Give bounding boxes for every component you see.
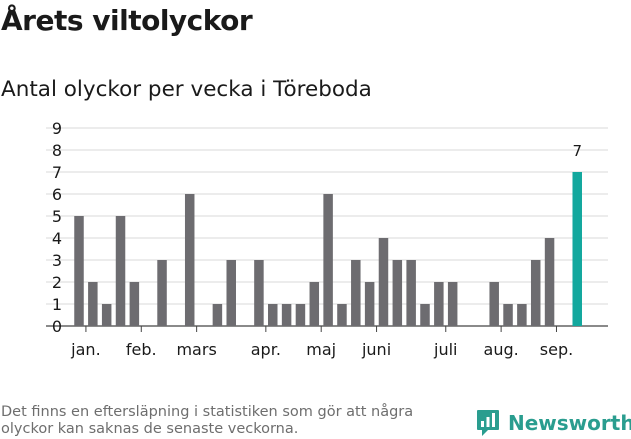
x-tick-label: aug. <box>484 340 519 359</box>
bar <box>530 260 541 326</box>
bars <box>74 172 582 326</box>
x-tick-label: apr. <box>251 340 281 359</box>
y-tick-label: 6 <box>52 185 62 204</box>
x-tick-label: mars <box>176 340 216 359</box>
bar <box>184 194 195 326</box>
y-tick-label: 7 <box>52 163 62 182</box>
bar <box>364 282 375 326</box>
x-tick-label: feb. <box>126 340 157 359</box>
bar <box>268 304 278 326</box>
bar <box>101 304 112 326</box>
y-tick-label: 1 <box>52 295 62 314</box>
bar <box>74 216 84 326</box>
bar <box>544 238 555 326</box>
bar <box>503 304 513 326</box>
bar <box>406 260 416 326</box>
x-tick-label: juli <box>433 340 457 359</box>
bar <box>323 194 333 326</box>
chart-subtitle: Antal olyckor per vecka i Töreboda <box>1 77 372 102</box>
y-tick-label: 0 <box>52 317 62 336</box>
bar <box>447 282 458 326</box>
y-tick-label: 9 <box>52 119 62 138</box>
bar <box>392 260 403 326</box>
bar <box>309 282 320 326</box>
bar <box>115 216 126 326</box>
bar-highlight <box>572 172 582 326</box>
bar <box>157 260 167 326</box>
x-axis-ticks: jan. feb. mars apr. maj juni juli aug. sep. <box>70 326 573 359</box>
brand-name: Newsworthy <box>508 411 631 435</box>
bar <box>378 238 389 326</box>
bar <box>88 282 98 326</box>
bar <box>129 282 140 326</box>
y-tick-label: 4 <box>52 229 62 248</box>
y-tick-label: 8 <box>52 141 62 160</box>
chart-title: Årets viltolyckor <box>1 4 253 37</box>
bar <box>281 304 292 326</box>
x-tick-label: maj <box>306 340 336 359</box>
y-tick-label: 5 <box>52 207 62 226</box>
y-axis-ticks: 0 1 2 3 4 5 6 7 8 9 <box>52 119 62 336</box>
bar <box>517 304 527 326</box>
bar <box>226 260 236 326</box>
bar <box>212 304 223 326</box>
y-tick-label: 3 <box>52 251 62 270</box>
bar-chart: 0 1 2 3 4 5 6 7 8 9 jan. feb. mars apr. maj juni juli au… <box>46 119 608 359</box>
bar <box>489 282 499 326</box>
x-tick-label: sep. <box>540 340 573 359</box>
y-tick-label: 2 <box>52 273 62 292</box>
bar <box>254 260 264 326</box>
bar <box>337 304 347 326</box>
x-tick-label: juni <box>361 340 391 359</box>
newsworthy-logo: Newsworthy <box>476 408 631 438</box>
bar <box>420 304 430 326</box>
newsworthy-icon <box>477 410 499 436</box>
bar <box>434 282 444 326</box>
bar <box>295 304 306 326</box>
data-label: 7 <box>572 142 582 160</box>
bar <box>351 260 361 326</box>
footnote: Det finns en eftersläpning i statistiken… <box>1 404 414 437</box>
data-labels: 7 <box>572 142 582 160</box>
x-tick-label: jan. <box>70 340 100 359</box>
